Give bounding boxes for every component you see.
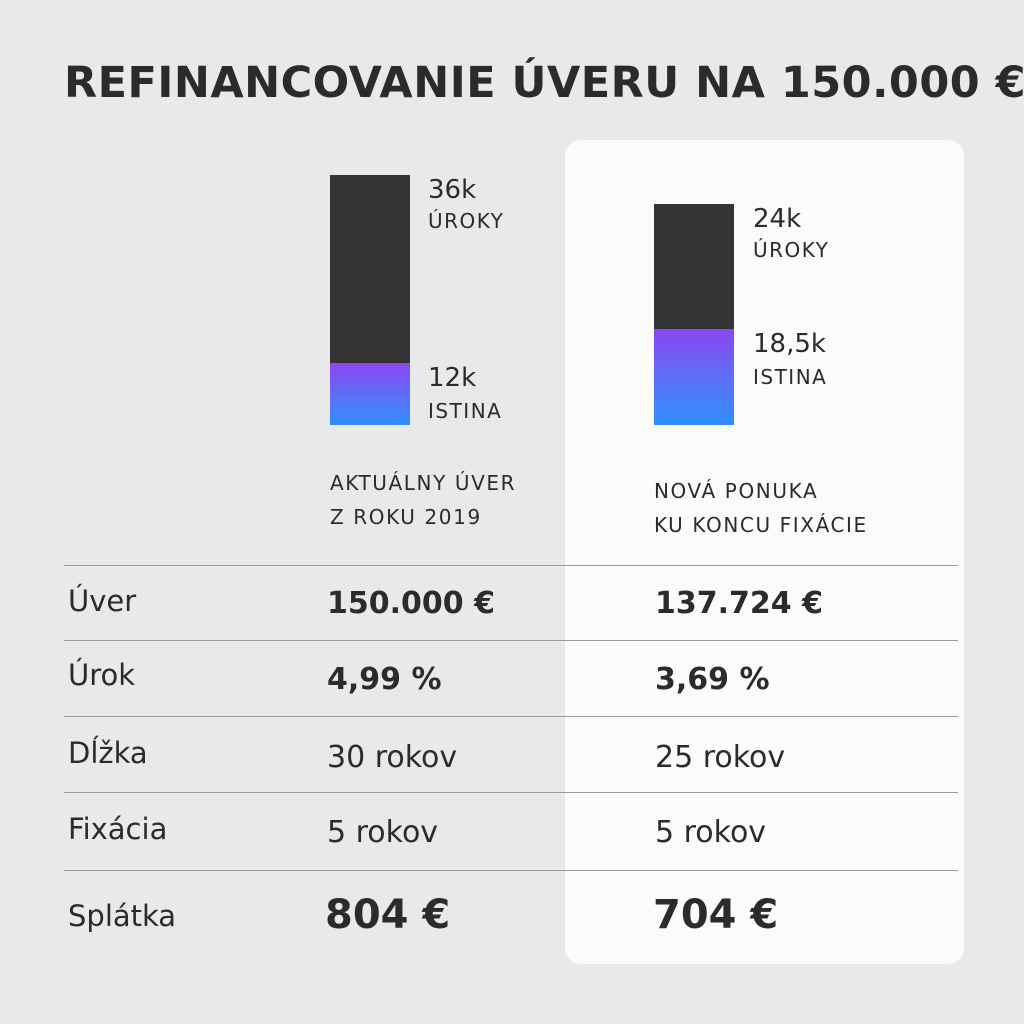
row-label-splatka: Splátka — [68, 899, 177, 933]
bar-label-istina-value: 12k — [428, 362, 477, 393]
bar-segment-uroky — [330, 175, 410, 363]
table-divider — [64, 565, 958, 566]
page-title: REFINANCOVANIE ÚVERU NA 150.000 € — [64, 58, 1024, 108]
column-label-line: NOVÁ PONUKA — [654, 479, 819, 503]
row-label-fixacia: Fixácia — [68, 812, 168, 846]
table-divider — [64, 640, 958, 641]
bar-label-uroky-caption: ÚROKY — [428, 209, 505, 233]
column-label-line: Z ROKU 2019 — [330, 505, 482, 529]
bar-new-offer — [654, 203, 734, 425]
bar-label-istina-value: 18,5k — [753, 328, 826, 359]
row-label-dlzka: Dĺžka — [68, 736, 148, 770]
cell-new-urok: 3,69 % — [655, 662, 770, 697]
cell-new-fixacia: 5 rokov — [655, 815, 767, 850]
column-label-current-loan: AKTUÁLNY ÚVER Z ROKU 2019 — [330, 466, 516, 534]
row-label-urok: Úrok — [68, 658, 136, 692]
bar-label-uroky-value: 36k — [428, 175, 477, 205]
bar-current-loan — [330, 175, 410, 425]
cell-new-splatka: 704 € — [653, 892, 779, 938]
cell-new-uver: 137.724 € — [655, 586, 823, 621]
cell-current-urok: 4,99 % — [327, 662, 442, 697]
table-divider — [64, 716, 958, 717]
bar-segment-istina — [654, 328, 734, 425]
bar-label-uroky-value: 24k — [753, 203, 802, 234]
cell-current-dlzka: 30 rokov — [327, 740, 458, 775]
cell-new-dlzka: 25 rokov — [655, 740, 786, 775]
bar-label-istina-caption: ISTINA — [753, 364, 828, 389]
bar-segment-istina — [330, 362, 410, 425]
cell-current-splatka: 804 € — [325, 892, 451, 938]
new-offer-highlight-card — [565, 140, 964, 964]
bar-label-uroky-caption: ÚROKY — [753, 237, 830, 262]
bar-segment-uroky — [654, 203, 734, 329]
bar-label-istina-caption: ISTINA — [428, 398, 503, 423]
cell-current-uver: 150.000 € — [327, 586, 495, 621]
cell-current-fixacia: 5 rokov — [327, 815, 439, 850]
table-divider — [64, 792, 958, 793]
column-label-line: KU KONCU FIXÁCIE — [654, 513, 868, 537]
table-divider — [64, 870, 958, 871]
column-label-new-offer: NOVÁ PONUKA KU KONCU FIXÁCIE — [654, 474, 868, 542]
row-label-uver: Úver — [68, 584, 137, 618]
column-label-line: AKTUÁLNY ÚVER — [330, 471, 517, 495]
